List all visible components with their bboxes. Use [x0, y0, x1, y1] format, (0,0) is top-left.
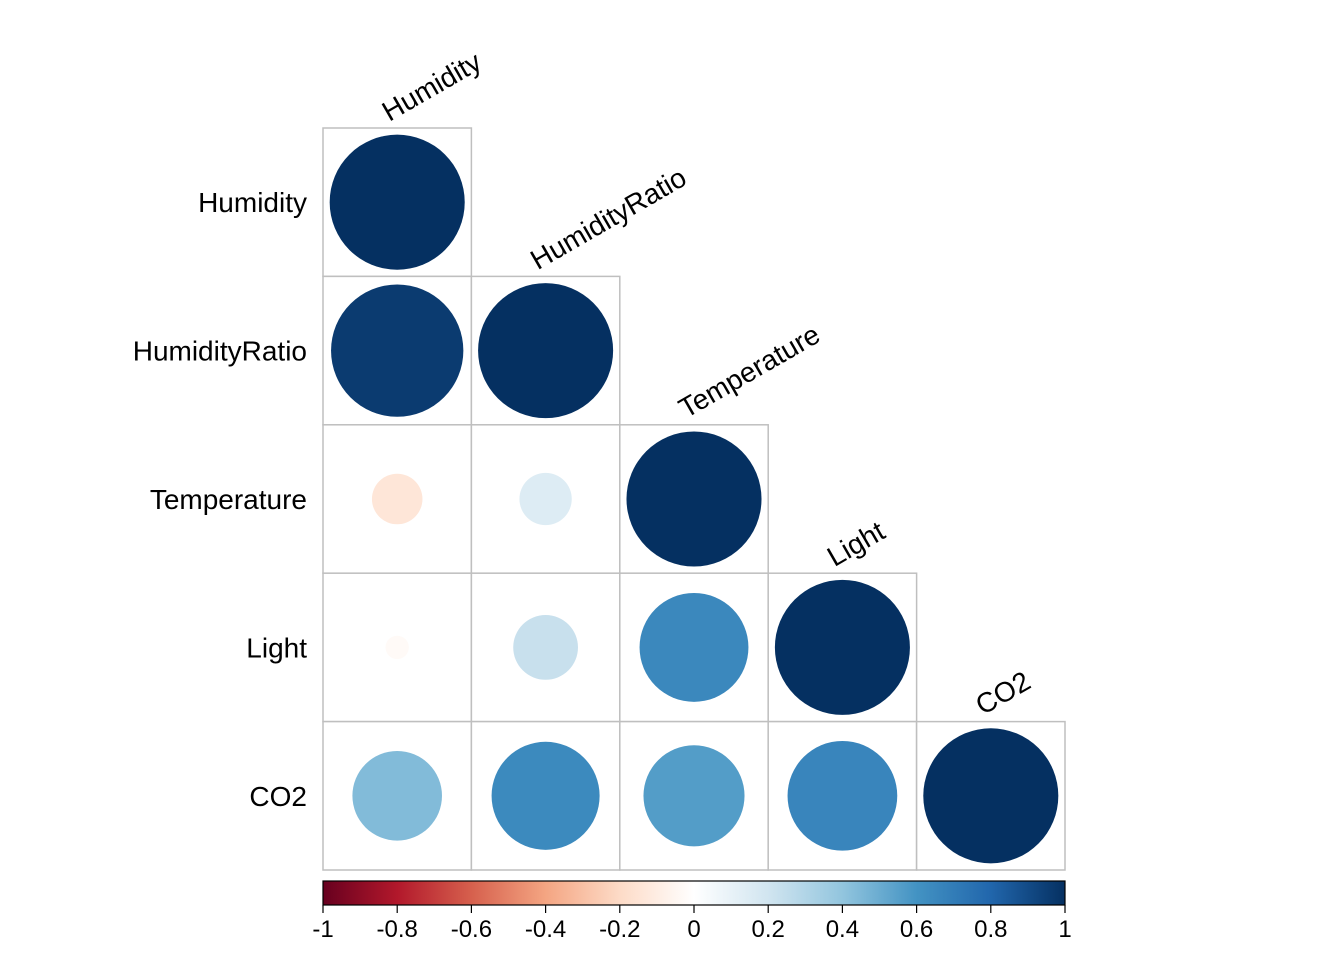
matrix-cells	[322, 127, 1066, 871]
corr-circle-Temperature-HumidityRatio	[519, 472, 572, 526]
column-label: Temperature	[674, 319, 826, 424]
colorbar-tick-label: -0.8	[377, 916, 418, 943]
corr-circle-CO2-HumidityRatio	[491, 741, 600, 850]
colorbar-tick-label: 0.6	[900, 916, 933, 943]
colorbar-tick-label: 0.8	[974, 916, 1007, 943]
corr-circle-HumidityRatio-Humidity	[331, 284, 464, 417]
row-labels: Humidity HumidityRatio Temperature Light CO2	[133, 187, 308, 812]
corr-circle-CO2-CO2	[923, 728, 1059, 864]
corr-circle-Temperature-Temperature	[626, 431, 762, 567]
colorbar-tick-label: -0.2	[599, 916, 640, 943]
colorbar-tick-label: 0.4	[826, 916, 859, 943]
colorbar-tick-label: 0	[687, 916, 700, 943]
corr-circle-Light-HumidityRatio	[513, 615, 578, 680]
row-label: Humidity	[198, 187, 307, 218]
colorbar: -1 -0.8 -0.6 -0.4 -0.2 0 0.2 0.4 0.6 0.8 1	[312, 880, 1072, 943]
column-label: Light	[822, 515, 890, 572]
cell-Light-HumidityRatio	[470, 572, 621, 723]
corr-circle-CO2-Humidity	[352, 751, 442, 841]
corr-circle-CO2-Light	[787, 740, 898, 851]
colorbar-gradient	[322, 880, 1066, 906]
row-label: Light	[246, 632, 307, 663]
corr-circle-CO2-Temperature	[643, 745, 745, 847]
corr-circle-Temperature-Humidity	[371, 473, 423, 525]
corr-circle-Light-Light	[774, 579, 910, 715]
colorbar-tick-label: -1	[312, 916, 333, 943]
row-label: HumidityRatio	[133, 336, 307, 367]
corr-circle-Light-Humidity	[385, 635, 409, 660]
column-label: Humidity	[377, 46, 487, 127]
row-label: Temperature	[150, 484, 307, 515]
colorbar-tick-label: 1	[1058, 916, 1071, 943]
row-label: CO2	[249, 781, 307, 812]
column-label: HumidityRatio	[525, 162, 691, 276]
corr-circle-Humidity-Humidity	[329, 134, 465, 270]
colorbar-tick-label: -0.4	[525, 916, 566, 943]
corr-circle-HumidityRatio-HumidityRatio	[478, 283, 614, 419]
colorbar-tick-label: 0.2	[752, 916, 785, 943]
corr-circle-Light-Temperature	[639, 592, 749, 702]
colorbar-tick-label: -0.6	[451, 916, 492, 943]
column-label: CO2	[970, 665, 1035, 721]
